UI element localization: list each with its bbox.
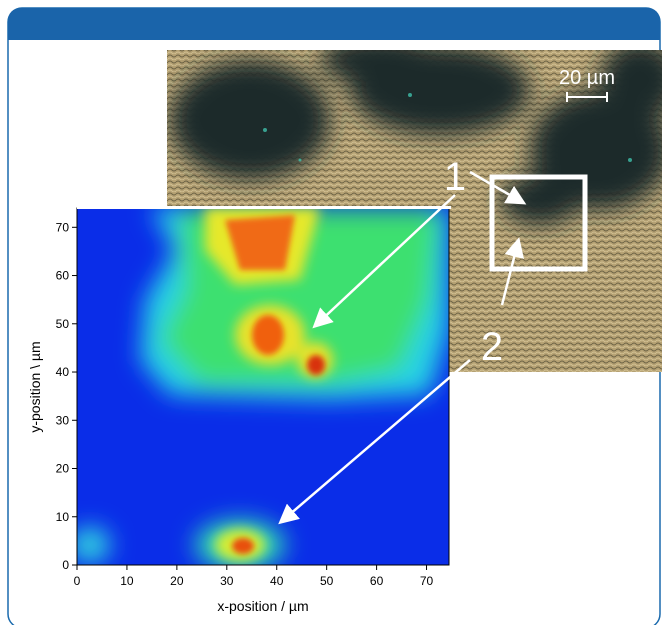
y-tick-label: 50 bbox=[56, 317, 70, 331]
scale-bar-label: 20 µm bbox=[559, 67, 615, 89]
x-tick-label: 60 bbox=[370, 574, 384, 588]
plot-top-border bbox=[77, 206, 451, 209]
x-tick-label: 50 bbox=[320, 574, 334, 588]
y-tick-label: 0 bbox=[62, 558, 69, 572]
x-tick-label: 70 bbox=[420, 574, 434, 588]
y-tick-label: 10 bbox=[56, 510, 70, 524]
heatmap bbox=[70, 208, 449, 570]
figure: 20 µm bbox=[0, 0, 664, 625]
y-axis-label: y-position \ µm bbox=[27, 341, 43, 432]
header-band bbox=[8, 8, 660, 40]
x-tick-label: 40 bbox=[270, 574, 284, 588]
y-tick-label: 30 bbox=[56, 413, 70, 427]
x-tick-label: 10 bbox=[120, 574, 134, 588]
marker-label: 1 bbox=[444, 155, 466, 199]
x-tick-label: 0 bbox=[74, 574, 81, 588]
x-tick-label: 20 bbox=[170, 574, 184, 588]
x-axis-label: x-position / µm bbox=[217, 598, 308, 614]
y-tick-label: 40 bbox=[56, 365, 70, 379]
marker-label: 2 bbox=[481, 325, 503, 369]
y-tick-label: 60 bbox=[56, 269, 70, 283]
y-tick-label: 70 bbox=[56, 220, 70, 234]
y-tick-label: 20 bbox=[56, 462, 70, 476]
x-tick-label: 30 bbox=[220, 574, 234, 588]
